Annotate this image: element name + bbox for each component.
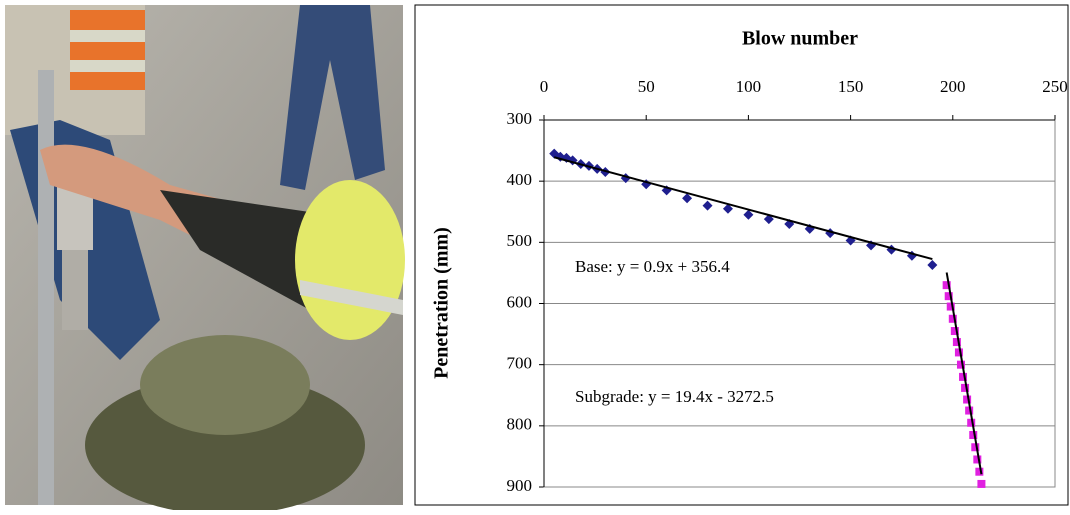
point: [977, 479, 986, 488]
point: [961, 383, 970, 392]
x-tick-label: 100: [736, 77, 762, 96]
y-tick-label: 700: [507, 354, 533, 373]
point: [944, 292, 953, 301]
trendline: [553, 156, 933, 261]
point: [967, 418, 976, 427]
chart-title: Blow number: [742, 28, 858, 50]
trendline: [945, 272, 983, 475]
y-tick-label: 800: [507, 415, 533, 434]
x-tick-label: 50: [638, 77, 655, 96]
point: [927, 259, 938, 270]
point: [954, 348, 963, 357]
point: [950, 327, 959, 336]
point: [743, 209, 754, 220]
point: [973, 455, 982, 464]
photo: [5, 5, 405, 515]
point: [959, 372, 968, 381]
x-tick-label: 200: [940, 77, 966, 96]
point: [963, 395, 972, 404]
point: [946, 302, 955, 311]
point: [702, 200, 713, 211]
x-tick-label: 250: [1042, 77, 1068, 96]
point: [965, 406, 974, 415]
y-tick-label: 400: [507, 170, 533, 189]
y-tick-label: 900: [507, 476, 533, 495]
x-tick-label: 150: [838, 77, 864, 96]
y-tick-label: 300: [507, 109, 533, 128]
y-tick-label: 500: [507, 231, 533, 250]
point: [975, 467, 984, 476]
x-tick-label: 0: [540, 77, 549, 96]
y-tick-label: 600: [507, 292, 533, 311]
point: [948, 314, 957, 323]
annotation: Subgrade: y = 19.4x - 3272.5: [575, 387, 774, 406]
point: [952, 338, 961, 347]
point: [722, 203, 733, 214]
annotation: Base: y = 0.9x + 356.4: [575, 257, 730, 276]
y-axis-label: Penetration (mm): [431, 227, 453, 379]
point: [682, 193, 693, 204]
point: [942, 281, 951, 290]
point: [969, 431, 978, 440]
point: [956, 360, 965, 369]
point: [971, 443, 980, 452]
chart-frame: [414, 4, 1069, 506]
